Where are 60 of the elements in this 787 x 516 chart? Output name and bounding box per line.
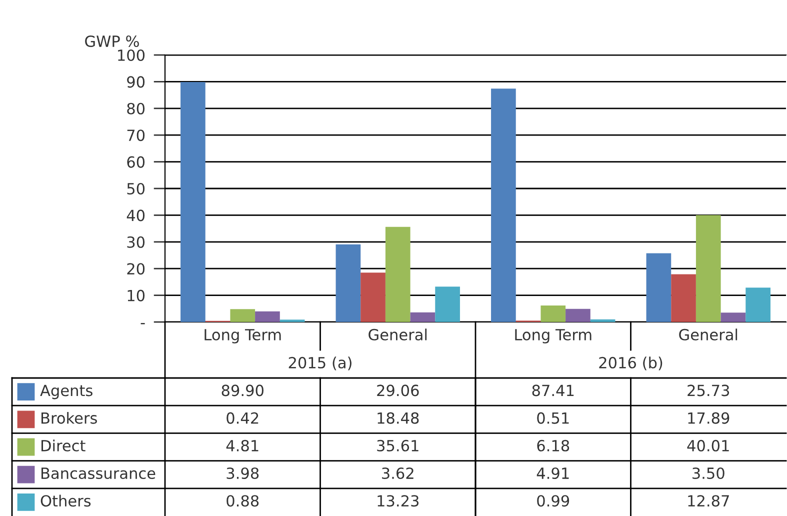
data-label: 0.51	[537, 412, 569, 424]
y-axis-title: GWP %	[85, 35, 139, 48]
legend-label: Brokers	[42, 412, 97, 424]
data-label: 17.89	[688, 412, 730, 424]
legend-label: Agents	[40, 384, 92, 400]
data-label: 25.73	[688, 384, 730, 396]
bar	[540, 306, 566, 322]
bar	[746, 288, 770, 322]
x-tick-label: Long Term	[515, 329, 592, 344]
bar	[360, 272, 386, 322]
data-label: 29.06	[377, 384, 419, 396]
bar	[255, 311, 280, 322]
data-label: 12.87	[688, 495, 729, 507]
legend-label: Bancassurance	[42, 468, 156, 480]
bar	[696, 215, 721, 322]
bar	[491, 88, 516, 322]
x-tick-label: Long Term	[204, 329, 281, 344]
legend-label: Direct	[42, 440, 86, 452]
data-label: 89.90	[222, 384, 264, 396]
data-label: 4.81	[226, 440, 258, 452]
data-label: 4.91	[536, 467, 569, 480]
data-label: 0.42	[226, 412, 258, 424]
bar	[385, 226, 410, 322]
legend-label: Others	[40, 494, 91, 507]
data-label: 40.01	[687, 440, 729, 452]
data-label: 0.88	[226, 495, 259, 507]
bar	[435, 286, 460, 322]
y-tick-label: -	[140, 323, 145, 324]
y-tick-label: 40	[126, 210, 145, 222]
y-tick-label: 50	[127, 182, 145, 195]
x-tick-label: General	[368, 328, 427, 340]
bar	[590, 319, 616, 322]
data-label: 6.18	[537, 440, 570, 452]
data-label: 18.48	[378, 412, 419, 424]
bar	[671, 274, 696, 322]
text: 2015 (a)	[288, 356, 352, 370]
x-tick-label: General	[679, 328, 738, 340]
data-label: 35.61	[377, 440, 418, 452]
y-tick-label: 100	[118, 49, 145, 62]
bar	[720, 312, 746, 322]
bar	[230, 309, 256, 322]
y-tick-label: 30	[127, 236, 145, 248]
data-label: 3.62	[382, 467, 414, 480]
bar	[336, 244, 361, 322]
bar	[566, 308, 590, 322]
data-label: 0.99	[537, 495, 570, 507]
y-tick-label: 80	[127, 102, 145, 114]
data-label: 13.23	[378, 495, 419, 507]
bar	[646, 253, 672, 322]
data-label: 3.50	[692, 467, 724, 480]
data-label: 87.41	[532, 384, 574, 396]
text: 2016 (b)	[599, 356, 662, 370]
y-tick-label: 20	[127, 263, 145, 275]
bar	[180, 82, 206, 322]
bar	[410, 312, 436, 322]
data-label: 3.98	[226, 467, 259, 480]
y-tick-label: 10	[128, 290, 145, 302]
y-tick-label: 60	[127, 156, 145, 168]
y-tick-label: 70	[127, 130, 145, 142]
y-tick-label: 90	[127, 76, 145, 88]
